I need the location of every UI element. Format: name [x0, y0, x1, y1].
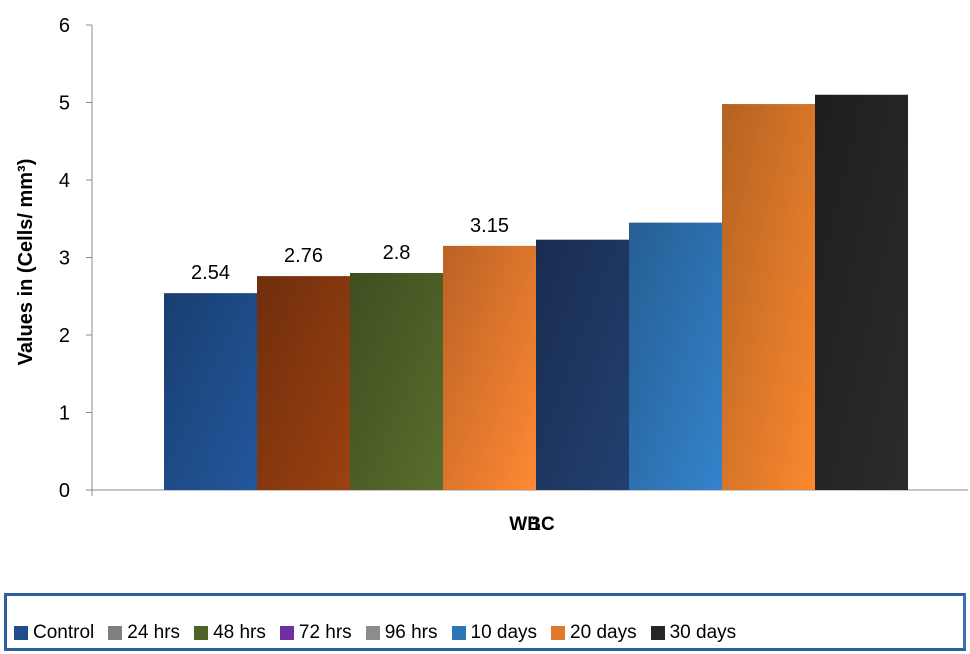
- legend-swatch: [194, 626, 209, 640]
- x-axis-label: WBC: [509, 514, 555, 535]
- legend-label: 72 hrs: [298, 622, 352, 643]
- legend-swatch: [650, 626, 665, 640]
- bar-48-hrs: [350, 273, 443, 490]
- bars: [164, 94, 908, 491]
- x-tick-label: 1: [531, 514, 541, 534]
- data-label: 2.54: [191, 262, 230, 284]
- legend-label: 30 days: [669, 622, 737, 643]
- legend-items: Control 24 hrs 48 hrs 72 hrs 96 hrs 10 days 20…: [14, 622, 750, 644]
- bar-10-days: [629, 222, 722, 490]
- legend-item: 24 hrs: [108, 622, 180, 644]
- y-tick-label: 3: [59, 248, 70, 270]
- data-label: 2.76: [284, 245, 323, 267]
- legend-item: 30 days: [650, 622, 737, 644]
- legend-label: 96 hrs: [384, 622, 438, 643]
- y-tick-label: 6: [59, 15, 70, 37]
- legend-swatch: [108, 626, 123, 640]
- data-labels: 2.54 2.76 2.8 3.15: [191, 215, 509, 284]
- legend-label: 20 days: [570, 622, 637, 643]
- legend-label: Control: [33, 622, 95, 643]
- legend-label: 24 hrs: [127, 622, 181, 643]
- legend-swatch: [551, 626, 566, 640]
- data-label: 3.15: [470, 215, 509, 237]
- legend-item: 72 hrs: [279, 622, 352, 644]
- legend-item: 10 days: [451, 622, 538, 644]
- y-tick-label: 0: [59, 480, 70, 502]
- legend-item: Control: [14, 622, 94, 644]
- bar-24-hrs: [257, 276, 350, 490]
- legend-swatch: [365, 626, 380, 640]
- y-tick-label: 1: [59, 403, 70, 425]
- legend-label: 48 hrs: [213, 622, 266, 643]
- y-tick-label: 5: [59, 93, 70, 115]
- y-axis-label: Values in (Cells/ mm³): [15, 159, 37, 366]
- legend-item: 48 hrs: [194, 622, 266, 644]
- legend-label: 10 days: [470, 622, 538, 643]
- y-tick-label: 2: [59, 325, 70, 347]
- legend: Control 24 hrs 48 hrs 72 hrs 96 hrs 10 days 20…: [4, 593, 966, 651]
- data-label: 2.8: [383, 242, 411, 264]
- bar-30-days: [815, 94, 908, 490]
- legend-item: 96 hrs: [365, 622, 438, 644]
- legend-item: 20 days: [551, 622, 637, 644]
- bar-96-hrs: [536, 239, 629, 490]
- y-tick-label: 4: [59, 170, 70, 192]
- legend-swatch: [279, 626, 294, 640]
- bar-72-hrs: [443, 245, 536, 490]
- bar-20-days: [722, 104, 815, 491]
- legend-swatch: [451, 626, 466, 640]
- bar-control: [164, 293, 257, 490]
- legend-swatch: [14, 626, 28, 640]
